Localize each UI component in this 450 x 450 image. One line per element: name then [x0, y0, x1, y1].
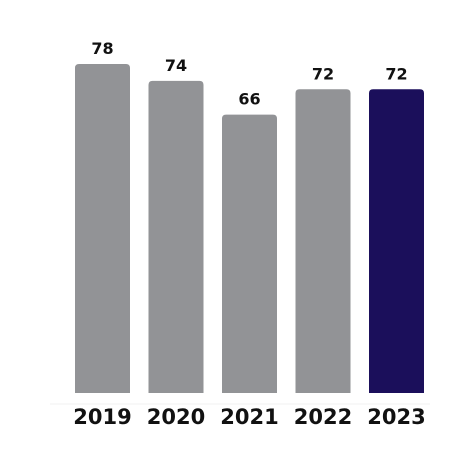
bar-value-label-2022: 72 [312, 64, 334, 83]
bar-value-labels: 78 74 66 72 72 [91, 39, 407, 109]
bar-2023 [369, 89, 424, 394]
x-tick-label-2021: 2021 [220, 405, 278, 429]
x-tick-label-2020: 2020 [147, 405, 205, 429]
bar-2019 [75, 64, 130, 393]
x-tick-label-2023: 2023 [367, 405, 425, 429]
bar-2021 [222, 114, 277, 393]
x-tick-label-2022: 2022 [294, 405, 352, 429]
bar-value-label-2023: 72 [385, 64, 407, 83]
bar-2020 [148, 80, 204, 393]
bar-value-label-2019: 78 [91, 39, 113, 58]
bar-2022 [295, 89, 351, 394]
bar-value-label-2021: 66 [238, 90, 260, 109]
x-axis-tick-labels: 2019 2020 2021 2022 2023 [73, 405, 425, 429]
bars-group [75, 64, 424, 394]
x-tick-label-2019: 2019 [73, 405, 131, 429]
bar-value-label-2020: 74 [165, 56, 187, 75]
